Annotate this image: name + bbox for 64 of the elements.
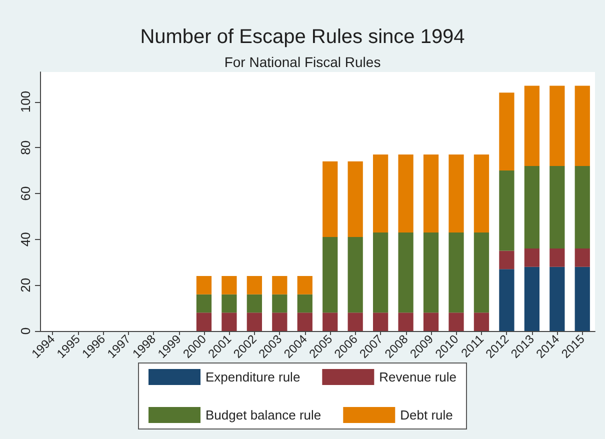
bar xyxy=(373,154,388,232)
y-tick-label: 40 xyxy=(18,232,33,247)
bar xyxy=(272,294,288,313)
bar xyxy=(499,170,514,251)
bar xyxy=(550,266,565,331)
legend-label: Debt rule xyxy=(400,408,453,422)
bar xyxy=(297,294,312,313)
chart-title: Number of Escape Rules since 1994 xyxy=(140,26,465,48)
bar xyxy=(524,248,540,267)
bar xyxy=(474,312,490,331)
bar xyxy=(348,312,363,331)
y-tick-label: 100 xyxy=(18,90,33,113)
bar xyxy=(196,276,212,294)
bar xyxy=(322,237,338,313)
bar xyxy=(246,294,262,313)
bar xyxy=(448,154,464,232)
bar xyxy=(196,312,212,331)
y-tick-label: 80 xyxy=(18,140,33,155)
bar xyxy=(550,86,565,166)
bar xyxy=(398,232,414,313)
bar xyxy=(246,312,262,331)
bar xyxy=(348,161,363,238)
bar xyxy=(499,269,514,331)
bar xyxy=(574,266,590,331)
bar xyxy=(550,166,565,248)
bar xyxy=(222,294,237,313)
bar xyxy=(348,237,363,313)
bar xyxy=(474,232,490,313)
bar xyxy=(423,154,439,232)
bar xyxy=(574,248,590,267)
bar xyxy=(574,86,590,166)
bar xyxy=(423,312,439,331)
bar xyxy=(272,276,288,294)
bar xyxy=(297,312,312,331)
bar xyxy=(474,154,490,232)
bar xyxy=(272,312,288,331)
bar xyxy=(196,294,212,313)
y-tick-label: 60 xyxy=(18,186,33,201)
legend-label: Budget balance rule xyxy=(206,408,322,422)
bar xyxy=(322,161,338,238)
legend-label: Revenue rule xyxy=(379,370,456,384)
bar xyxy=(499,92,514,171)
bar xyxy=(373,312,388,331)
bar xyxy=(574,166,590,248)
y-tick-label: 20 xyxy=(18,278,33,292)
legend-label: Expenditure rule xyxy=(206,370,300,384)
bar xyxy=(550,248,565,267)
bar xyxy=(222,312,237,331)
bar xyxy=(524,166,540,248)
bar xyxy=(322,312,338,331)
bar xyxy=(246,276,262,294)
bar xyxy=(499,250,514,270)
bar xyxy=(297,276,312,294)
bar xyxy=(398,312,414,331)
bar xyxy=(448,312,464,331)
bar xyxy=(448,232,464,313)
bar xyxy=(398,154,414,232)
chart-subtitle: For National Fiscal Rules xyxy=(224,54,381,70)
bar xyxy=(423,232,439,313)
bar xyxy=(222,276,237,294)
bar xyxy=(524,266,540,331)
bar xyxy=(524,86,540,166)
y-tick-label: 0 xyxy=(18,327,33,335)
bar xyxy=(373,232,388,313)
